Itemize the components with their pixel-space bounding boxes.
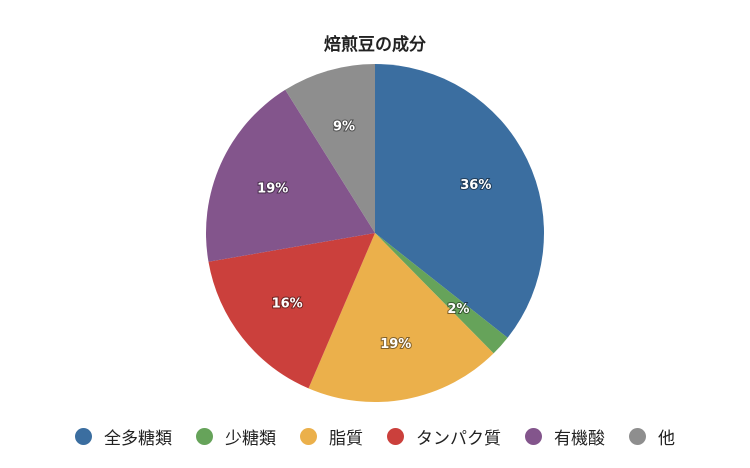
pie-slice-1: [375, 233, 508, 354]
pie-slice-5: [285, 63, 375, 233]
slice-label-2: 19%: [380, 337, 411, 352]
pie-slice-4: [206, 89, 375, 262]
legend-label-3: タンパク質: [416, 429, 501, 449]
chart-title: 焙煎豆の成分: [324, 35, 426, 55]
slice-label-1: 2%: [447, 302, 469, 317]
pie-slice-2: [308, 233, 494, 402]
legend-marker-3: [387, 428, 404, 445]
legend-item-4: 有機酸: [525, 424, 605, 449]
legend-marker-4: [525, 428, 542, 445]
legend-item-5: 他: [629, 424, 675, 449]
legend-item-1: 少糖類: [196, 424, 276, 449]
legend-marker-1: [196, 428, 213, 445]
slice-label-4: 19%: [257, 181, 288, 196]
legend-label-1: 少糖類: [225, 429, 276, 449]
legend: 全多糖類 少糖類 脂質 タンパク質 有機酸 他: [0, 424, 750, 449]
legend-label-0: 全多糖類: [104, 429, 172, 449]
legend-label-2: 脂質: [329, 429, 363, 449]
legend-marker-2: [300, 428, 317, 445]
slice-label-0: 36%: [460, 178, 491, 193]
slice-label-5: 9%: [333, 119, 355, 134]
legend-marker-5: [629, 428, 646, 445]
legend-label-5: 他: [658, 429, 675, 449]
legend-marker-0: [75, 428, 92, 445]
pie-slice-0: [375, 64, 545, 338]
legend-item-3: タンパク質: [387, 424, 501, 449]
legend-item-0: 全多糖類: [75, 424, 172, 449]
legend-item-2: 脂質: [300, 424, 363, 449]
legend-label-4: 有機酸: [554, 429, 605, 449]
pie-slice-3: [208, 233, 375, 389]
slice-label-3: 16%: [272, 296, 303, 311]
